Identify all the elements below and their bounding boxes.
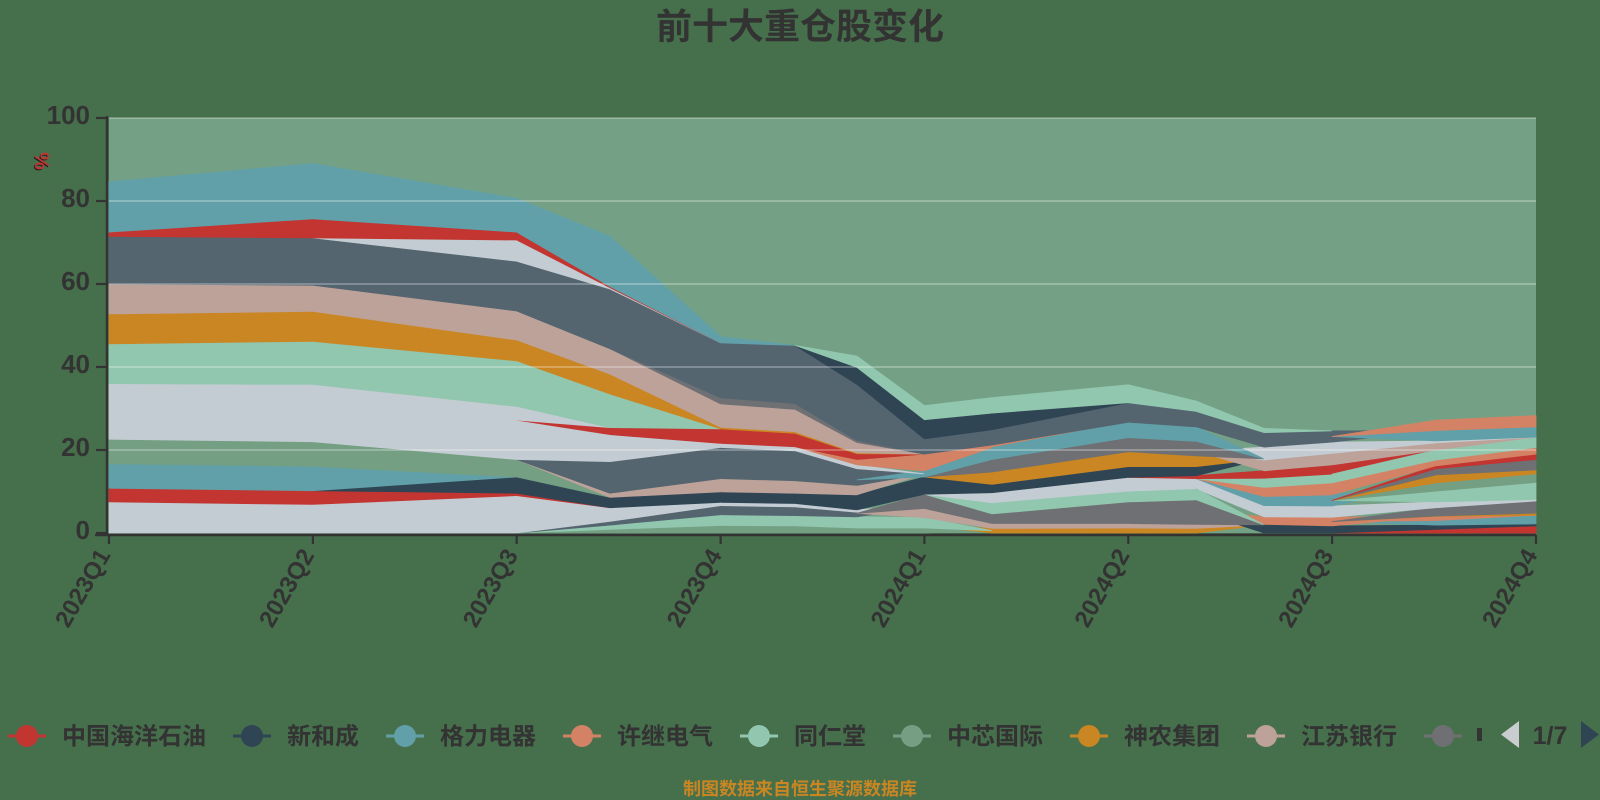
- svg-text:%: %: [30, 152, 52, 170]
- svg-text:20: 20: [61, 432, 90, 462]
- svg-text:80: 80: [61, 183, 90, 213]
- svg-text:0: 0: [76, 515, 90, 545]
- svg-text:1/7: 1/7: [1533, 722, 1568, 750]
- svg-text:60: 60: [61, 266, 90, 296]
- svg-text:40: 40: [61, 349, 90, 379]
- svg-text:%: %: [29, 153, 51, 171]
- svg-text:100: 100: [47, 100, 90, 130]
